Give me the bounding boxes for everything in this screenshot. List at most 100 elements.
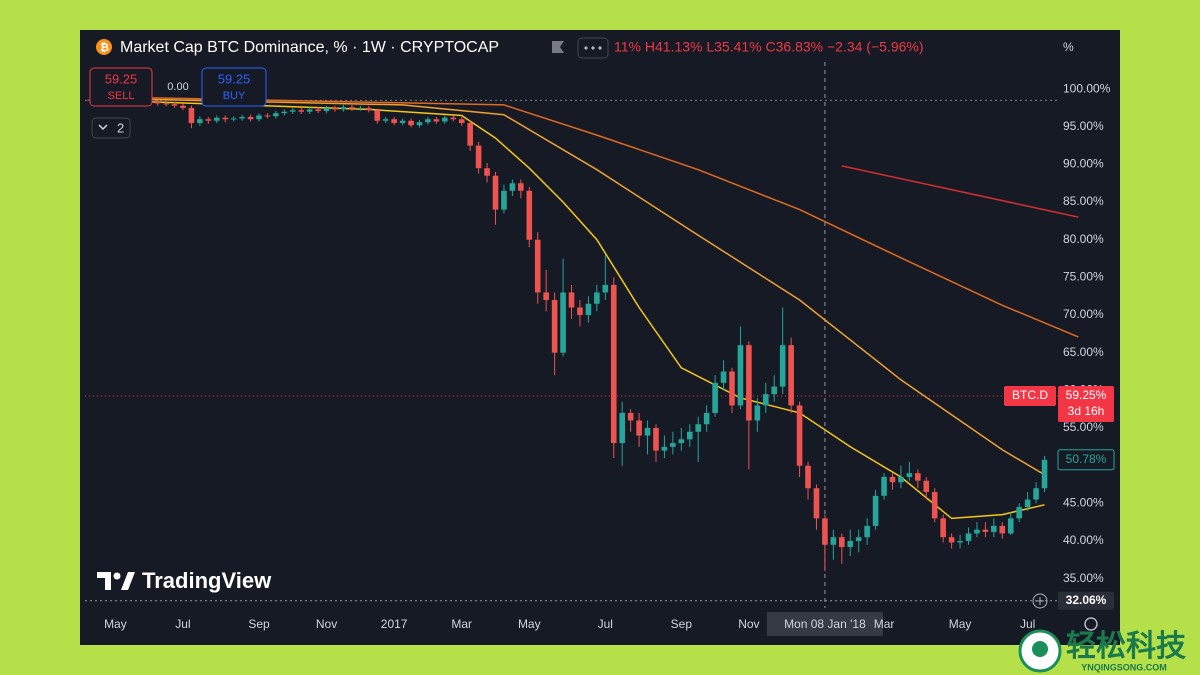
candle-body <box>315 109 321 111</box>
candle-body <box>906 473 913 477</box>
candle-body <box>518 183 524 191</box>
candle-body <box>686 431 693 440</box>
candle-body <box>289 110 296 112</box>
candle-body <box>1033 488 1039 500</box>
candle-body <box>281 111 288 114</box>
candle-body <box>788 345 794 406</box>
buy-button[interactable] <box>201 67 267 107</box>
more-button[interactable] <box>577 37 609 59</box>
candle-body <box>256 115 262 120</box>
overlay: 35.00%40.00%45.00%50.00%55.00%60.00%65.0… <box>104 81 1115 636</box>
candle-body <box>594 292 600 304</box>
candle-body <box>839 537 845 547</box>
btc-icon <box>96 39 112 55</box>
candle-body <box>543 292 549 300</box>
candle-body <box>703 412 710 425</box>
chart-panel <box>80 30 1120 645</box>
more-icon[interactable] <box>584 46 602 50</box>
candle-body <box>746 345 752 421</box>
price-tag-box <box>1057 449 1115 471</box>
spread: 0.00 <box>167 81 188 93</box>
symbol-tag-box <box>1004 386 1056 407</box>
candle-body <box>399 120 406 124</box>
candle-body <box>492 175 499 210</box>
candle-body <box>762 394 769 406</box>
add-icon <box>1036 597 1044 605</box>
candle-body <box>982 529 989 532</box>
x-tick-label: May <box>518 617 541 631</box>
y-tick-label: 100.00% <box>1063 81 1111 95</box>
indicator-toggle[interactable] <box>91 117 131 139</box>
candle-body <box>273 113 279 117</box>
watermark-title: 轻松科技 <box>1066 630 1186 663</box>
tv-logo-mark <box>97 572 135 590</box>
candle-body <box>940 518 946 538</box>
btc-icon-glyph: ₿ <box>100 42 109 54</box>
candle-body <box>889 476 896 483</box>
axis-unit: % <box>1063 40 1074 54</box>
candle-body <box>965 533 972 541</box>
settings-button[interactable] <box>1084 617 1098 631</box>
candle-body <box>475 145 482 169</box>
candle-body <box>357 107 364 109</box>
candle-body <box>813 488 820 519</box>
candle-body <box>509 183 516 191</box>
candle-body <box>171 104 178 106</box>
y-tick-label: 75.00% <box>1063 270 1104 284</box>
candle-body <box>636 420 642 436</box>
candle-body <box>898 476 904 483</box>
x-tick-label: Mar <box>874 617 895 631</box>
candle-body <box>1016 507 1022 519</box>
sell-button[interactable] <box>89 67 153 107</box>
candle-body <box>366 107 372 111</box>
x-tick-label: Jul <box>1020 617 1035 631</box>
candle-body <box>197 119 203 124</box>
candle-body <box>577 307 583 316</box>
candle-body <box>610 284 617 444</box>
y-tick-label: 95.00% <box>1063 119 1104 133</box>
candle-body <box>239 116 245 119</box>
candle-body <box>974 529 980 534</box>
flag-icon[interactable] <box>552 41 564 53</box>
candle-body <box>425 119 431 123</box>
candle-body <box>999 525 1006 534</box>
candle-body <box>585 303 592 316</box>
y-tick-label: 55.00% <box>1063 420 1104 434</box>
candle-body <box>771 386 778 395</box>
x-tick-label: Nov <box>738 617 759 631</box>
x-tick-label: Sep <box>248 617 270 631</box>
sell-price: 59.25 <box>105 71 138 86</box>
x-tick-label: May <box>949 617 972 631</box>
chevron <box>98 124 108 131</box>
candle-body <box>433 119 440 122</box>
crosshair-label-box <box>766 612 883 636</box>
add-button[interactable] <box>1032 593 1048 609</box>
symbol-tag: BTC.D <box>1012 388 1048 402</box>
candle-body <box>534 239 541 293</box>
candle-body <box>822 518 828 545</box>
price-tag: 32.06% <box>1066 593 1107 607</box>
crosshair-label: Mon 08 Jan '18 <box>784 617 866 631</box>
y-tick-label: 70.00% <box>1063 307 1104 321</box>
moving-average <box>90 95 1079 338</box>
sell-label: SELL <box>108 90 135 102</box>
candle-body <box>712 382 718 413</box>
chart-title: Market Cap BTC Dominance, % · 1W · CRYPT… <box>120 39 499 56</box>
y-tick-label: 45.00% <box>1063 495 1104 509</box>
candle-body <box>213 117 220 121</box>
candle-body <box>957 540 963 543</box>
candle-body <box>391 119 397 124</box>
y-tick-label: 65.00% <box>1063 345 1104 359</box>
candle-body <box>374 110 381 121</box>
y-tick-label: 80.00% <box>1063 232 1104 246</box>
candle-body <box>805 465 811 489</box>
candle-body <box>332 107 338 110</box>
y-tick-label: 85.00% <box>1063 194 1104 208</box>
plot-area <box>85 62 1079 608</box>
candle-body <box>678 439 685 444</box>
candle-body <box>526 190 533 240</box>
candle-body <box>560 292 566 353</box>
candle-body <box>349 107 355 109</box>
